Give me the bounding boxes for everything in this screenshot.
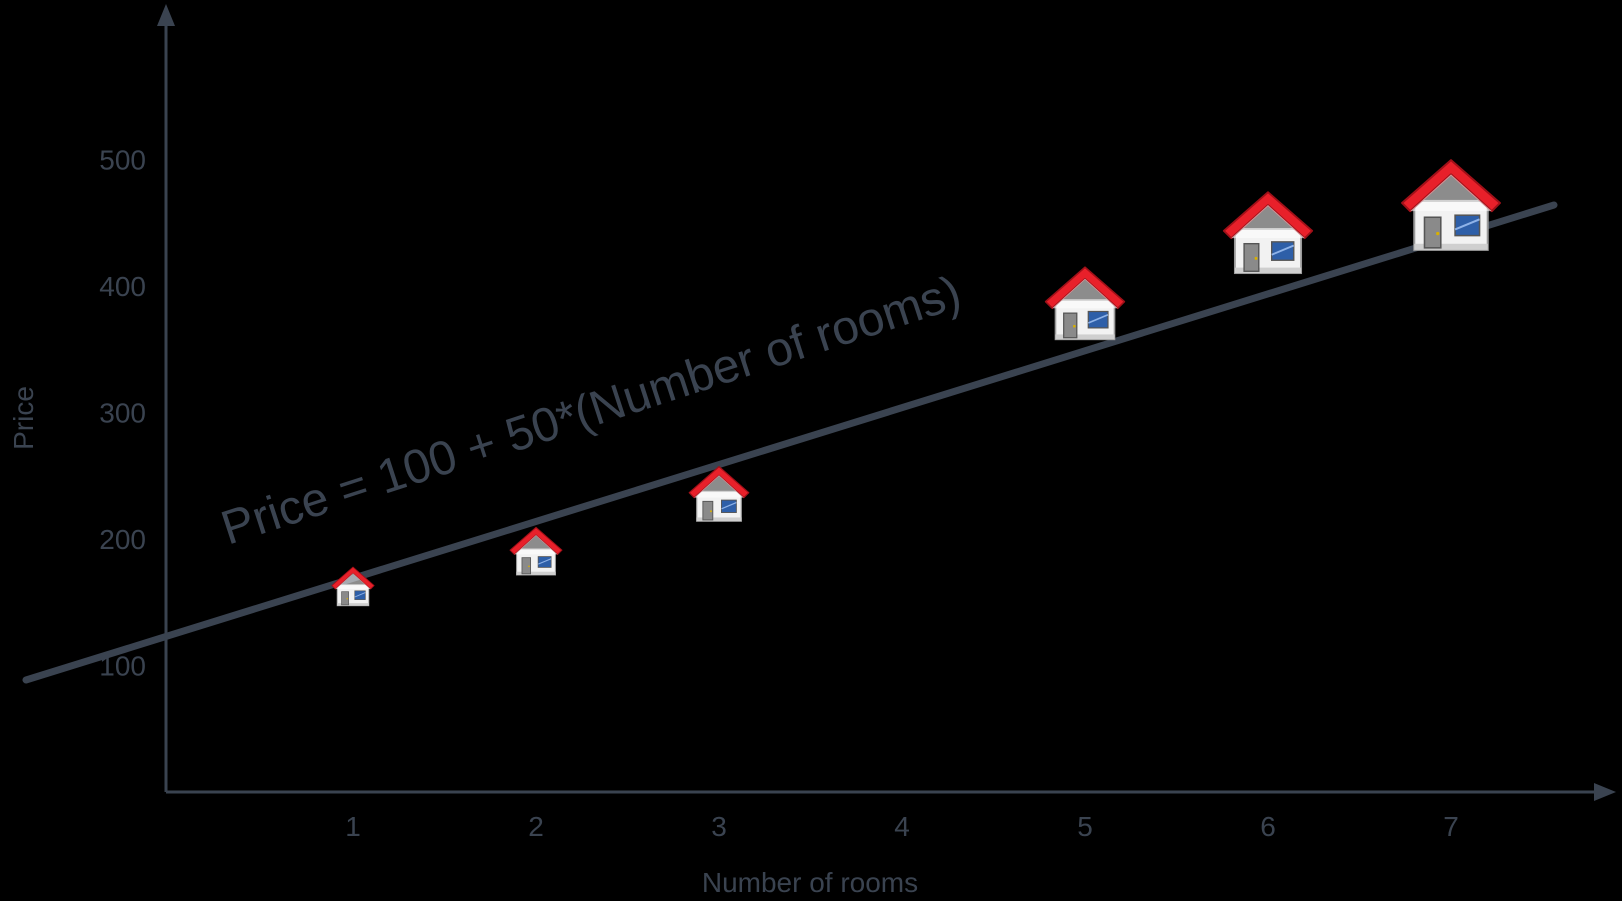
- x-tick-label: 1: [345, 811, 361, 842]
- house-icon: [1044, 266, 1126, 341]
- x-tick-label: 2: [528, 811, 544, 842]
- y-axis-title: Price: [8, 386, 39, 450]
- x-axis-arrow: [1594, 783, 1616, 801]
- x-tick-label: 5: [1077, 811, 1093, 842]
- y-tick-label: 300: [99, 398, 146, 429]
- data-points: [331, 159, 1501, 607]
- x-tick-label: 7: [1443, 811, 1459, 842]
- house-icon: [331, 566, 375, 607]
- x-tick-label: 4: [894, 811, 910, 842]
- y-tick-label: 200: [99, 524, 146, 555]
- y-tick-label: 500: [99, 145, 146, 176]
- y-tick-label: 400: [99, 271, 146, 302]
- equation-annotation: Price = 100 + 50*(Number of rooms): [215, 266, 967, 555]
- house-icon: [509, 526, 563, 576]
- house-icon: [1222, 191, 1314, 275]
- y-axis-arrow: [157, 4, 175, 26]
- x-tick-label: 6: [1260, 811, 1276, 842]
- x-tick-label: 3: [711, 811, 727, 842]
- x-axis-title: Number of rooms: [702, 867, 918, 898]
- house-icon: [688, 466, 750, 522]
- regression-line: [22, 201, 1558, 684]
- house-icon: [1401, 159, 1501, 251]
